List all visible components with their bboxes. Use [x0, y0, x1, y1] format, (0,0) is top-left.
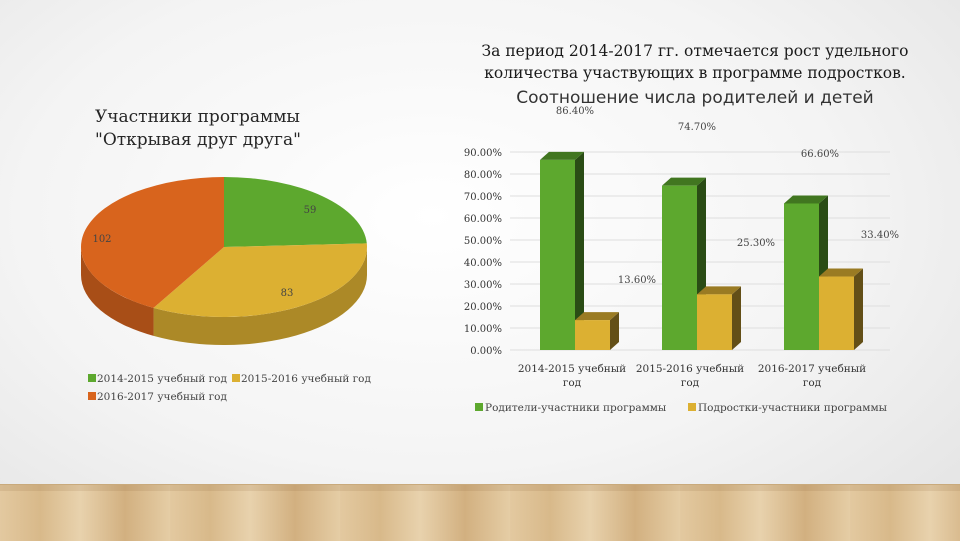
bar-top	[697, 286, 741, 295]
pie-slice-1	[153, 243, 367, 317]
bar-data-label: 74.70%	[678, 122, 716, 133]
pie-data-label: 83	[281, 288, 294, 299]
bar-side	[610, 312, 619, 350]
bar-top	[784, 195, 828, 204]
bar	[819, 276, 854, 350]
bar-y-tick: 50.00%	[464, 236, 502, 247]
pie-chart-title: Участники программы "Открывая друг друга…	[95, 106, 375, 152]
pie-title-line-1: Участники программы	[95, 107, 300, 127]
bar-top	[662, 177, 706, 186]
pie-legend-label: 2015-2016 учебный год	[241, 373, 371, 385]
bar-top	[819, 268, 863, 277]
bar	[784, 203, 819, 350]
bar-y-tick: 30.00%	[464, 280, 502, 291]
bar-x-tick: 2016-2017 учебный год	[758, 363, 866, 389]
bar	[697, 294, 732, 350]
bar-y-tick: 40.00%	[464, 258, 502, 269]
bar-y-tick: 60.00%	[464, 214, 502, 225]
pie-legend-swatch	[88, 374, 96, 382]
bar-data-label: 66.60%	[801, 149, 839, 160]
bar-data-label: 25.30%	[737, 238, 775, 249]
bar-y-tick: 20.00%	[464, 302, 502, 313]
bar-side	[575, 151, 584, 350]
bar-data-label: 13.60%	[618, 275, 656, 286]
bar-side	[819, 195, 828, 350]
bar	[575, 320, 610, 350]
bar-y-tick: 10.00%	[464, 324, 502, 335]
wood-floor	[0, 484, 960, 541]
bar	[662, 185, 697, 350]
pie-slice-2	[80, 177, 224, 308]
bar-data-label: 33.40%	[861, 230, 899, 241]
pie-slice-0	[224, 177, 367, 247]
slide-header: За период 2014-2017 гг. отмечается рост …	[455, 40, 935, 84]
bar-top	[540, 151, 584, 160]
bar-y-tick: 90.00%	[464, 148, 502, 159]
bar-side	[732, 286, 741, 350]
bar-y-tick: 0.00%	[470, 346, 502, 357]
bar-y-tick: 70.00%	[464, 192, 502, 203]
pie-legend-swatch	[88, 392, 96, 400]
bar-side	[697, 177, 706, 350]
pie-legend-label: 2014-2015 учебный год	[97, 373, 227, 385]
bar-top	[575, 312, 619, 321]
header-line-1: За период 2014-2017 гг. отмечается рост …	[481, 42, 909, 60]
bar-legend-label: Родители-участники программы	[485, 402, 666, 414]
bar-side	[854, 268, 863, 350]
pie-legend-swatch	[232, 374, 240, 382]
pie-side-2	[81, 247, 154, 336]
bar-y-tick: 80.00%	[464, 170, 502, 181]
bar-chart-title: Соотношение числа родителей и детей	[516, 88, 874, 108]
bar-legend-swatch	[688, 403, 696, 411]
bar-x-tick: 2015-2016 учебный год	[636, 363, 744, 389]
bar-x-tick: 2014-2015 учебный год	[518, 363, 626, 389]
pie-legend-label: 2016-2017 учебный год	[97, 391, 227, 403]
header-line-2: количества участвующих в программе подро…	[484, 64, 906, 82]
pie-title-line-2: "Открывая друг друга"	[95, 130, 301, 150]
bar-legend-swatch	[475, 403, 483, 411]
bar	[540, 159, 575, 350]
pie-data-label: 59	[304, 205, 317, 216]
bar-legend-label: Подростки-участники программы	[698, 402, 887, 414]
pie-side-1	[153, 247, 367, 345]
pie-data-label: 102	[92, 234, 111, 245]
